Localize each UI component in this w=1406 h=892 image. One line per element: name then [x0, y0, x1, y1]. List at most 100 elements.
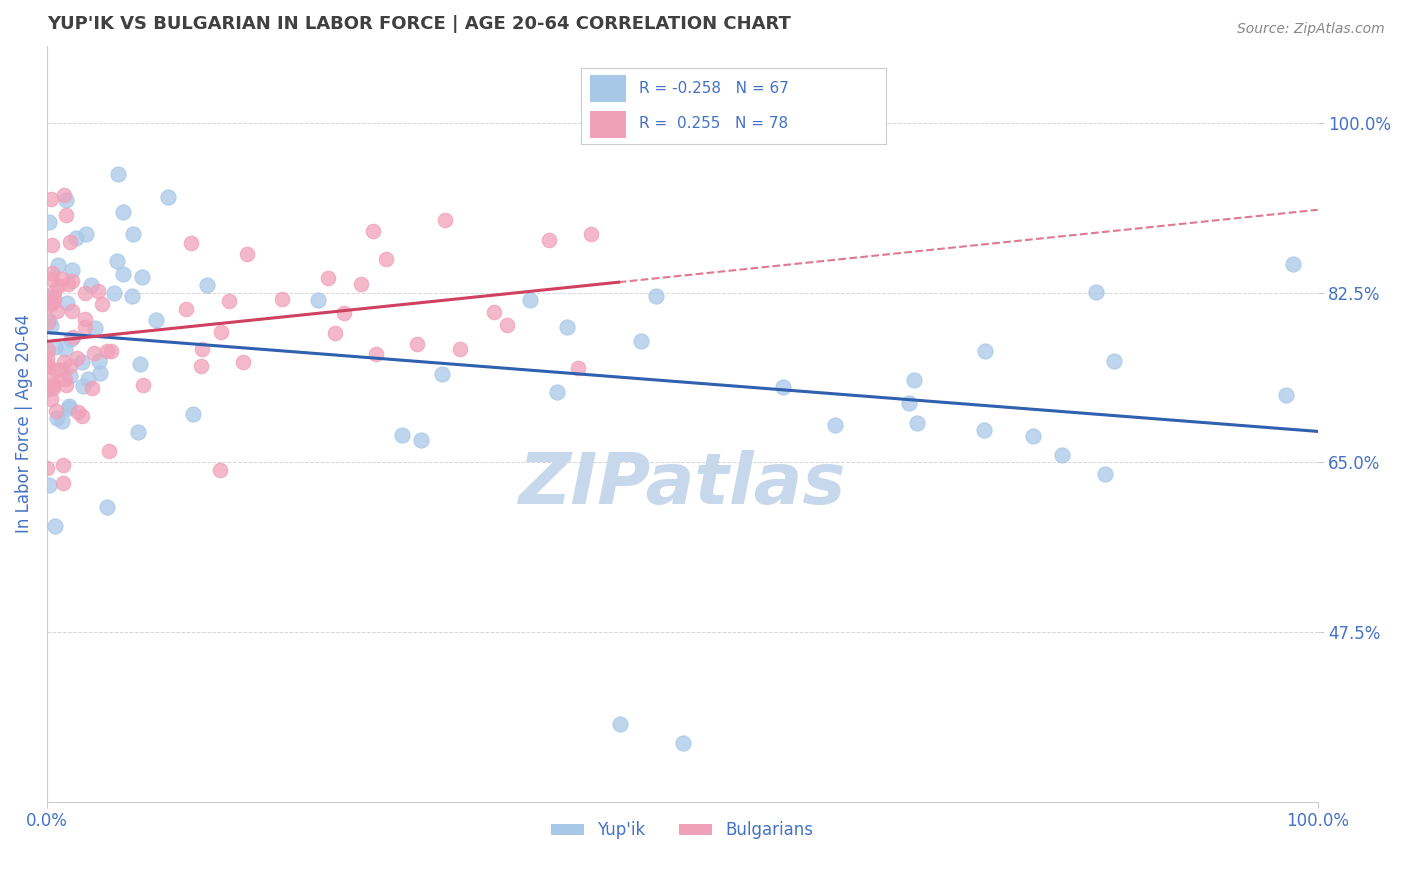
Point [70, 409, 93, 424]
Point [55, 378, 77, 392]
Point [44, 519, 66, 533]
Point [52, 475, 75, 490]
Point [53, 342, 76, 356]
Y-axis label: In Labor Force | Age 20-64: In Labor Force | Age 20-64 [15, 314, 32, 533]
Point [449, 342, 471, 356]
Point [567, 360, 589, 375]
Point [45, 404, 67, 418]
Point [55, 193, 77, 207]
Point [39, 297, 62, 311]
Point [76, 372, 98, 386]
Point [80, 278, 103, 293]
Point [72, 379, 94, 393]
Point [105, 253, 128, 268]
Point [37, 343, 59, 358]
Point [1282, 257, 1305, 271]
Point [75, 320, 97, 334]
Point [672, 736, 695, 750]
Point [350, 277, 373, 291]
Point [644, 289, 666, 303]
Point [46, 279, 69, 293]
Point [53, 187, 76, 202]
Point [609, 717, 631, 731]
Point [555, 320, 578, 334]
Point [271, 292, 294, 306]
Point [366, 347, 388, 361]
Point [62, 274, 84, 288]
Point [411, 433, 433, 447]
Point [38, 478, 60, 492]
Point [37, 299, 59, 313]
Point [195, 278, 218, 293]
Point [112, 204, 135, 219]
Point [84, 321, 107, 335]
Point [183, 407, 205, 421]
Point [1094, 467, 1116, 481]
Point [62, 329, 84, 343]
Point [37, 351, 59, 365]
Point [903, 373, 925, 387]
Point [60, 332, 83, 346]
Point [73, 286, 96, 301]
Point [180, 235, 202, 250]
Point [579, 227, 602, 241]
Point [208, 463, 231, 477]
Point [121, 289, 143, 303]
Point [44, 340, 66, 354]
Point [51, 414, 73, 428]
Point [59, 359, 82, 373]
Point [96, 500, 118, 515]
Point [38, 215, 60, 229]
Text: YUP'IK VS BULGARIAN IN LABOR FORCE | AGE 20-64 CORRELATION CHART: YUP'IK VS BULGARIAN IN LABOR FORCE | AGE… [46, 15, 790, 33]
Point [157, 189, 180, 203]
Point [974, 343, 997, 358]
Point [38, 313, 60, 327]
Point [973, 423, 995, 437]
Point [70, 355, 93, 369]
Point [60, 263, 83, 277]
Point [406, 337, 429, 351]
Point [375, 252, 398, 267]
Point [218, 293, 240, 308]
Point [51, 272, 73, 286]
Point [235, 246, 257, 260]
Point [45, 411, 67, 425]
Point [209, 325, 232, 339]
Point [87, 353, 110, 368]
Point [1104, 354, 1126, 368]
Point [46, 259, 69, 273]
Point [37, 290, 59, 304]
Point [39, 373, 62, 387]
Point [96, 344, 118, 359]
Point [430, 367, 453, 381]
Point [318, 271, 340, 285]
Point [100, 344, 122, 359]
Point [65, 351, 87, 365]
Point [538, 233, 561, 247]
Point [112, 267, 135, 281]
Point [434, 213, 457, 227]
Point [333, 306, 356, 320]
Point [56, 277, 79, 291]
Point [772, 380, 794, 394]
Point [129, 357, 152, 371]
Point [87, 284, 110, 298]
Point [42, 291, 65, 305]
Point [127, 425, 149, 439]
Point [41, 392, 63, 406]
Point [42, 381, 65, 395]
Point [82, 381, 104, 395]
Point [35, 359, 58, 373]
Point [37, 315, 59, 329]
Point [75, 311, 97, 326]
Point [190, 342, 212, 356]
Point [60, 304, 83, 318]
Point [51, 363, 73, 377]
Point [174, 301, 197, 316]
Point [59, 369, 82, 384]
Point [53, 355, 76, 369]
Point [42, 285, 65, 299]
Point [190, 359, 212, 373]
Point [145, 313, 167, 327]
Point [103, 285, 125, 300]
